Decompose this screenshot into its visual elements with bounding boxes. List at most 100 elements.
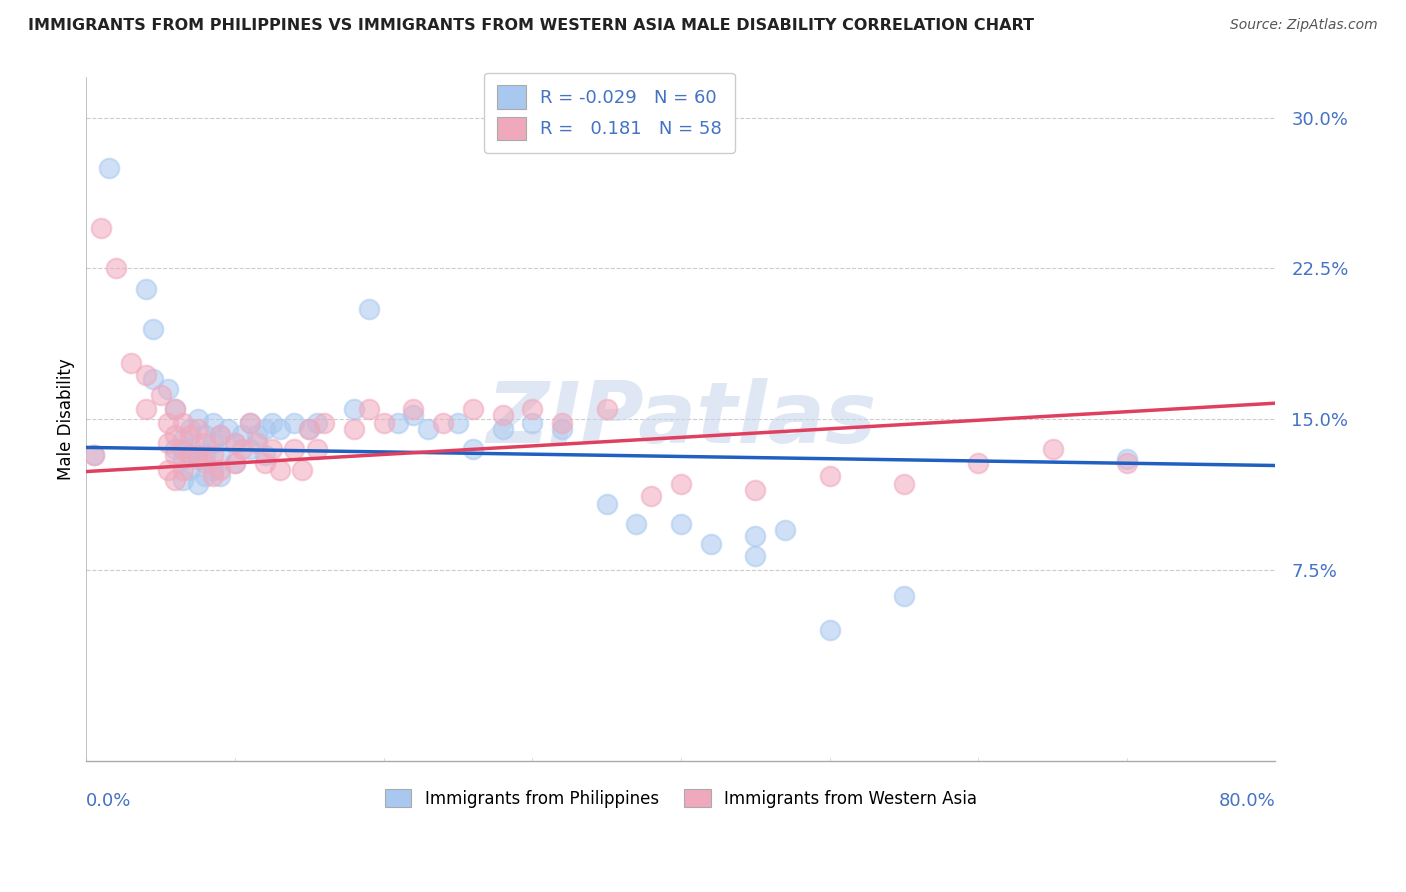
Point [165,402,187,417]
Point [194,428,217,442]
Point [1115,457,1137,471]
Text: ZIPatlas: ZIPatlas [485,377,876,461]
Point [201,417,224,431]
Point [298,422,321,436]
Text: 80.0%: 80.0% [1219,792,1275,810]
Point [1115,452,1137,467]
Point [179,449,201,463]
Text: Source: ZipAtlas.com: Source: ZipAtlas.com [1230,18,1378,32]
Point [201,462,224,476]
Point [157,436,180,450]
Legend: Immigrants from Philippines, Immigrants from Western Asia: Immigrants from Philippines, Immigrants … [378,782,984,814]
Point [172,442,194,457]
Point [201,449,224,463]
Point [818,468,841,483]
Point [461,402,484,417]
Point [187,452,209,467]
Point [194,457,217,471]
Point [97,161,120,175]
Point [491,422,513,436]
Point [595,402,617,417]
Point [105,261,128,276]
Point [165,442,187,457]
Point [209,449,232,463]
Point [187,412,209,426]
Point [314,417,336,431]
Point [298,422,321,436]
Point [432,417,454,431]
Point [135,282,157,296]
Point [262,417,284,431]
Point [253,457,276,471]
Point [83,449,105,463]
Point [83,449,105,463]
Point [209,462,232,476]
Point [291,462,314,476]
Point [135,368,157,382]
Point [157,462,180,476]
Point [640,489,662,503]
Point [142,372,165,386]
Point [773,523,796,537]
Point [305,442,328,457]
Point [90,221,112,235]
Point [239,417,262,431]
Text: IMMIGRANTS FROM PHILIPPINES VS IMMIGRANTS FROM WESTERN ASIA MALE DISABILITY CORR: IMMIGRANTS FROM PHILIPPINES VS IMMIGRANT… [28,18,1035,33]
Point [253,449,276,463]
Point [201,436,224,450]
Y-axis label: Male Disability: Male Disability [58,359,75,480]
Point [239,442,262,457]
Point [402,409,425,423]
Point [187,422,209,436]
Point [201,468,224,483]
Point [262,442,284,457]
Point [491,409,513,423]
Point [283,417,305,431]
Point [194,449,217,463]
Point [224,436,246,450]
Point [402,402,425,417]
Point [172,417,194,431]
Point [744,483,766,497]
Point [669,476,692,491]
Point [179,422,201,436]
Point [357,402,380,417]
Point [246,428,269,442]
Point [269,422,291,436]
Point [172,462,194,476]
Point [149,388,172,402]
Point [357,301,380,316]
Point [224,436,246,450]
Point [172,452,194,467]
Point [626,516,648,531]
Point [418,422,440,436]
Point [551,422,574,436]
Point [187,449,209,463]
Point [595,497,617,511]
Point [447,417,470,431]
Point [165,473,187,487]
Point [246,436,269,450]
Point [165,449,187,463]
Point [217,422,239,436]
Point [135,402,157,417]
Point [224,457,246,471]
Point [172,433,194,447]
Point [461,442,484,457]
Point [818,624,841,638]
Point [305,417,328,431]
Point [893,476,915,491]
Point [744,549,766,563]
Point [744,529,766,543]
Point [522,417,544,431]
Point [157,417,180,431]
Point [224,457,246,471]
Point [194,468,217,483]
Point [893,589,915,603]
Point [209,428,232,442]
Point [231,442,253,457]
Point [269,462,291,476]
Point [209,468,232,483]
Point [373,417,395,431]
Point [187,476,209,491]
